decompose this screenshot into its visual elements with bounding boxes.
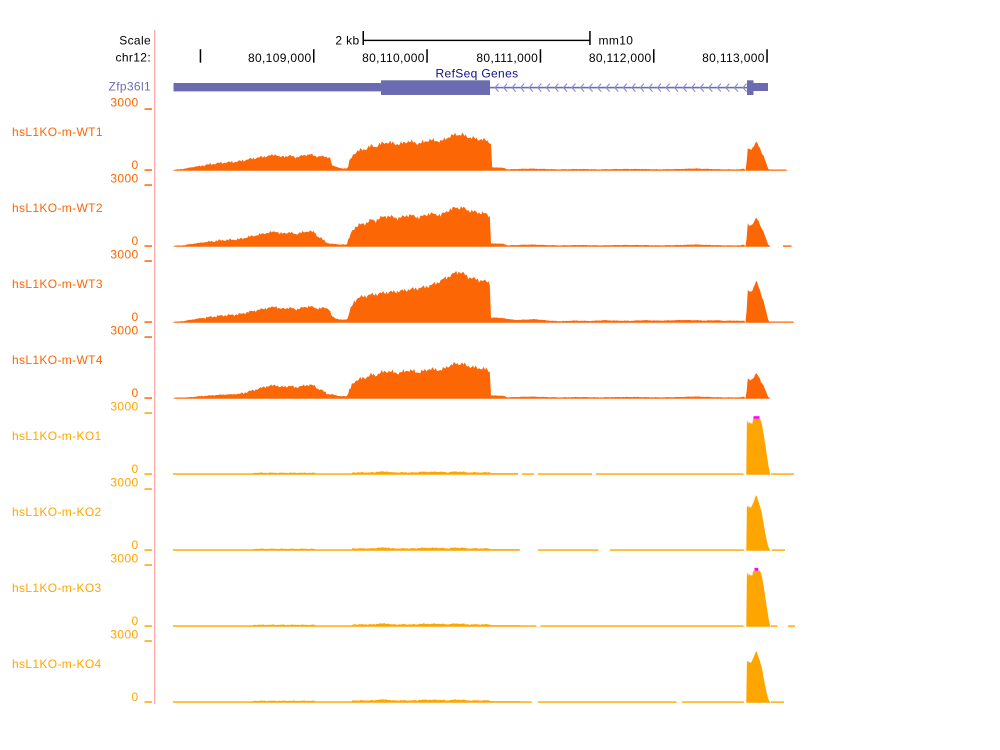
svg-text:3000: 3000 [110,552,138,566]
svg-text:hsL1KO-m-WT4: hsL1KO-m-WT4 [12,353,103,367]
svg-text:0: 0 [131,614,138,628]
svg-text:Scale: Scale [119,34,151,48]
svg-text:0: 0 [131,234,138,248]
svg-text:0: 0 [131,158,138,172]
svg-text:0: 0 [131,462,138,476]
svg-text:RefSeq Genes: RefSeq Genes [436,67,519,81]
svg-text:0: 0 [131,310,138,324]
svg-text:hsL1KO-m-KO4: hsL1KO-m-KO4 [12,657,102,671]
svg-text:mm10: mm10 [599,34,634,48]
svg-text:hsL1KO-m-KO2: hsL1KO-m-KO2 [12,505,102,519]
svg-text:hsL1KO-m-KO1: hsL1KO-m-KO1 [12,429,102,443]
svg-text:3000: 3000 [110,248,138,262]
svg-text:80,111,000: 80,111,000 [476,51,538,65]
svg-text:3000: 3000 [110,324,138,338]
svg-text:3000: 3000 [110,96,138,110]
svg-text:2 kb: 2 kb [335,34,359,48]
svg-text:3000: 3000 [110,628,138,642]
svg-text:80,113,000: 80,113,000 [702,51,765,65]
svg-text:80,109,000: 80,109,000 [248,51,312,65]
svg-text:80,110,000: 80,110,000 [362,51,425,65]
svg-text:3000: 3000 [110,476,138,490]
svg-text:Zfp36l1: Zfp36l1 [109,80,151,94]
svg-text:3000: 3000 [110,400,138,414]
svg-text:hsL1KO-m-WT2: hsL1KO-m-WT2 [12,201,103,215]
svg-text:chr12:: chr12: [116,51,151,65]
svg-text:3000: 3000 [110,172,138,186]
svg-text:0: 0 [131,386,138,400]
svg-text:0: 0 [131,538,138,552]
svg-text:80,112,000: 80,112,000 [589,51,652,65]
svg-text:hsL1KO-m-WT3: hsL1KO-m-WT3 [12,277,103,291]
svg-text:hsL1KO-m-WT1: hsL1KO-m-WT1 [12,125,103,139]
svg-text:0: 0 [131,690,138,704]
svg-text:hsL1KO-m-KO3: hsL1KO-m-KO3 [12,581,102,595]
